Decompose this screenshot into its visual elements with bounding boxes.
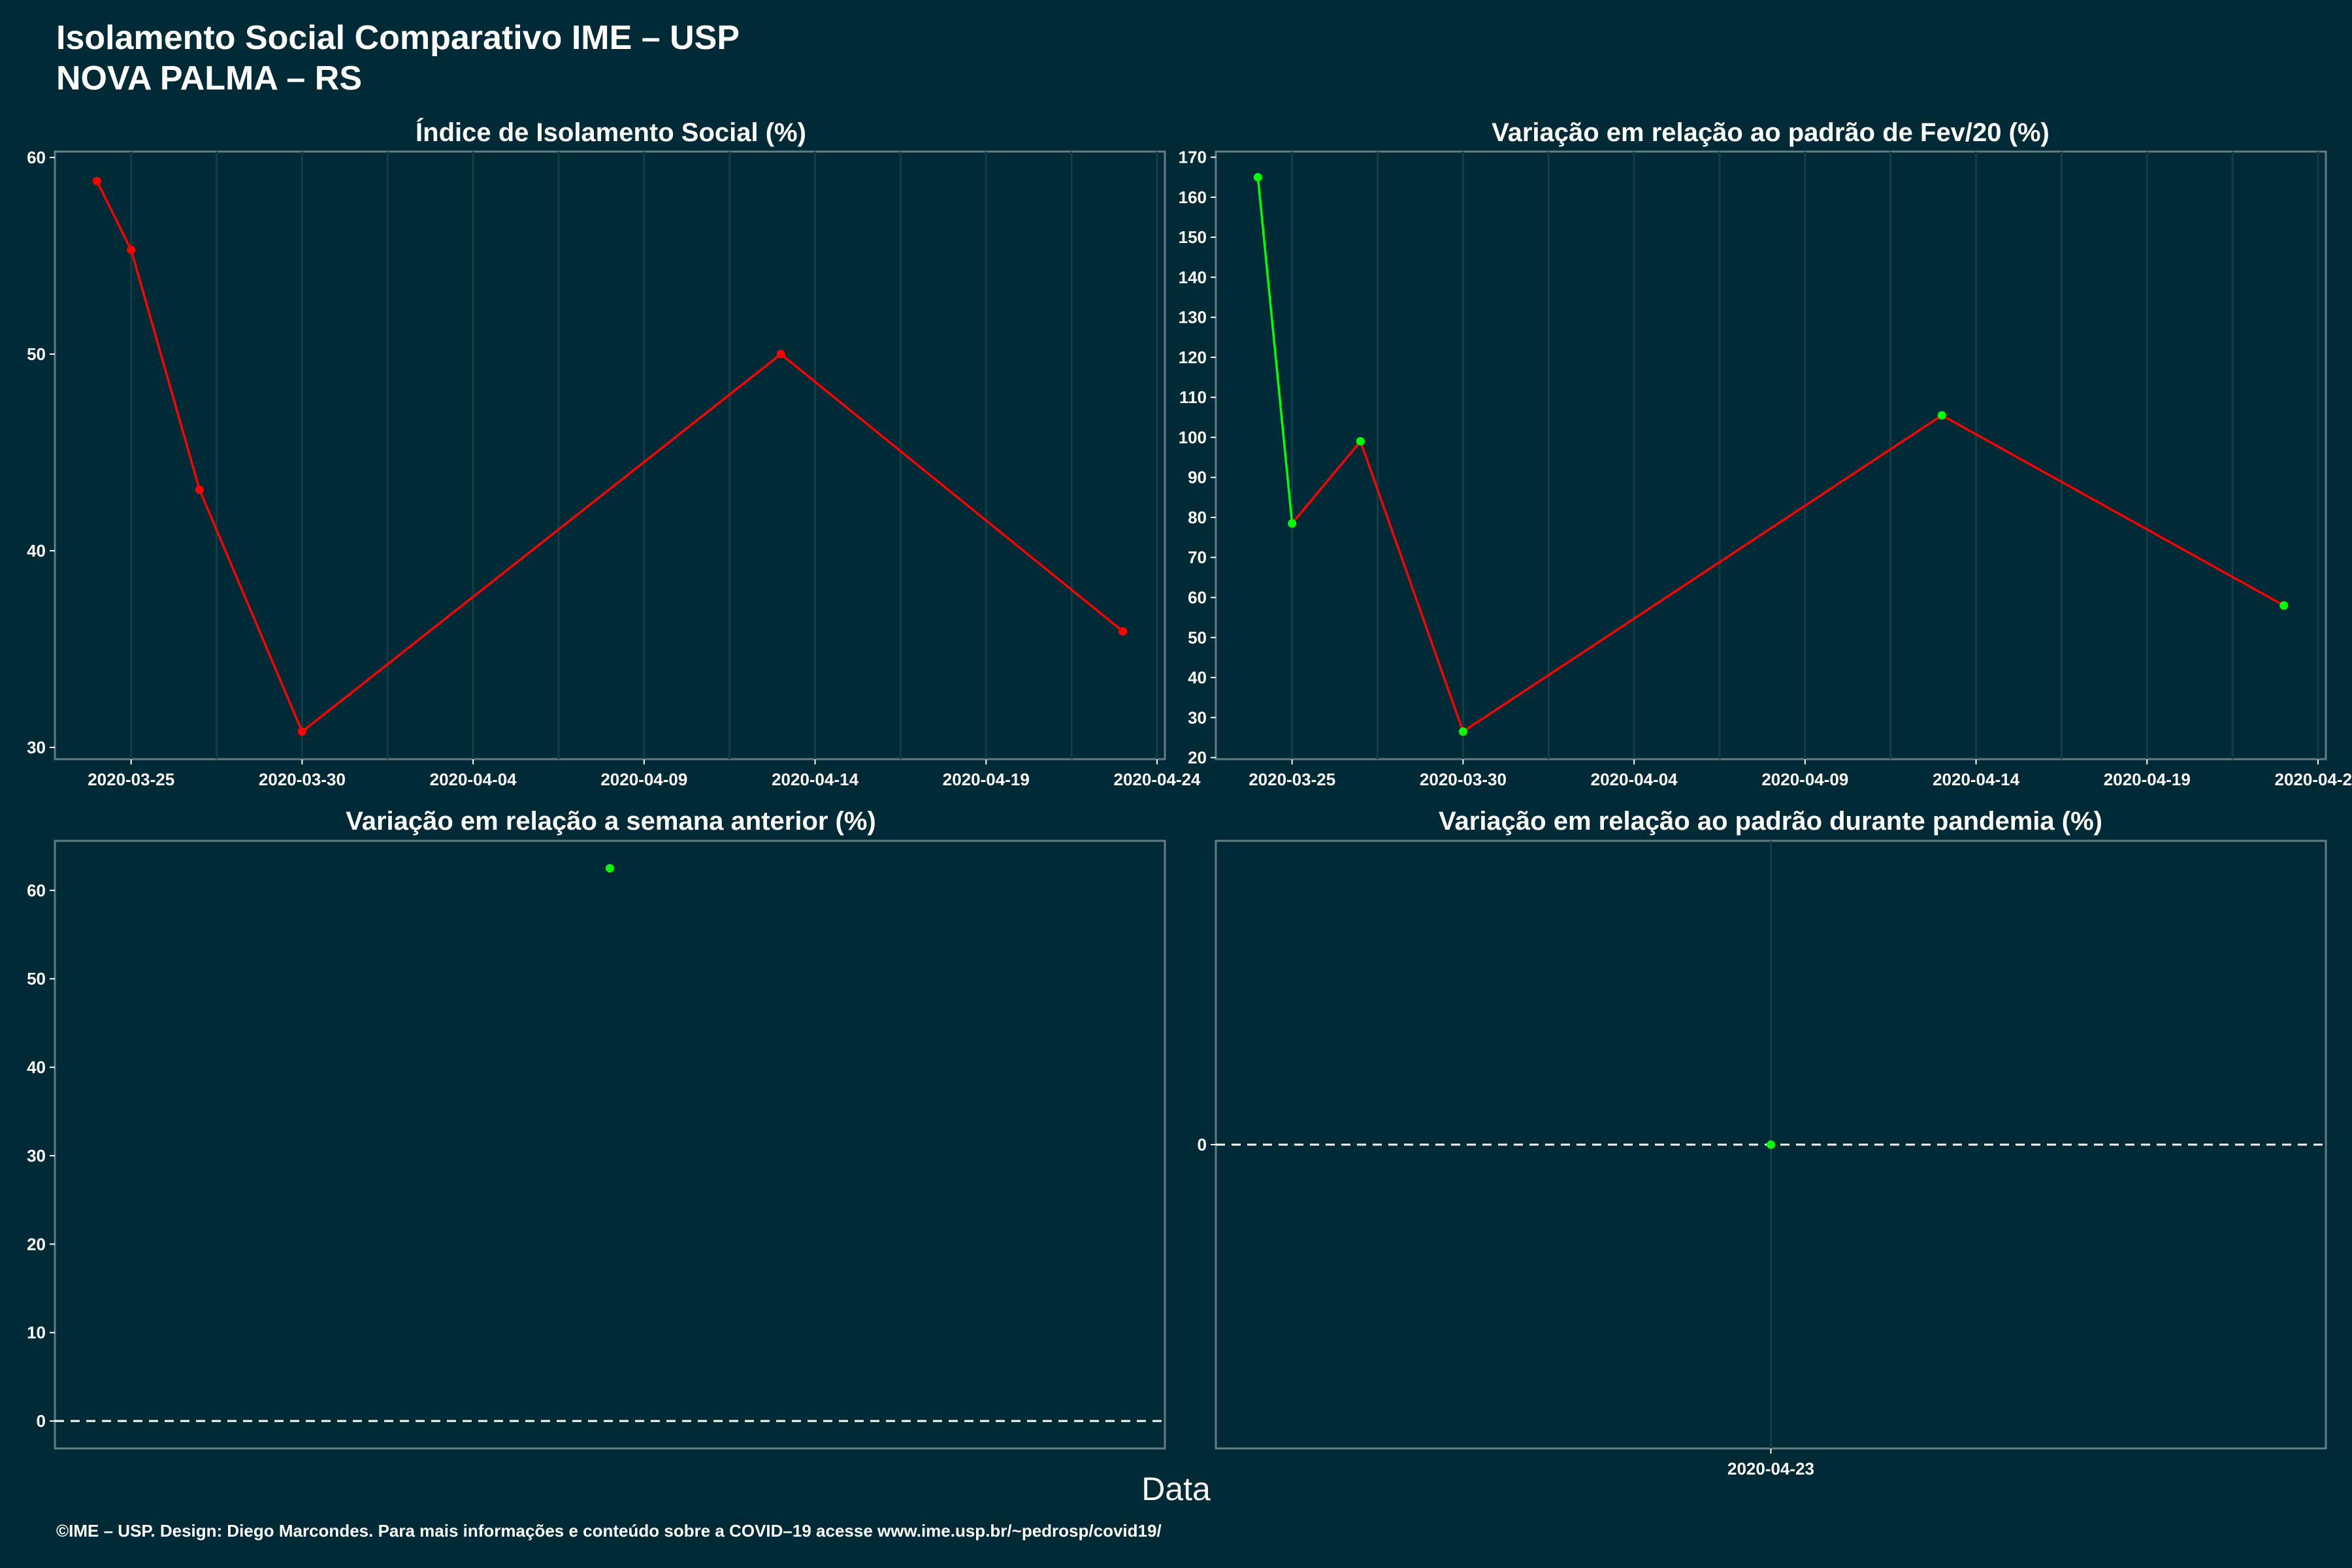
x-tick-label: 2020-04-09: [1761, 770, 1848, 789]
y-tick-label: 40: [27, 1058, 46, 1077]
x-tick-label: 2020-04-14: [1933, 770, 2020, 789]
x-tick-label: 2020-04-09: [600, 770, 687, 789]
y-tick-label: 60: [1188, 587, 1207, 607]
y-tick-label: 70: [1188, 547, 1207, 567]
y-tick-label: 30: [1188, 708, 1207, 727]
y-tick-label: 50: [27, 344, 46, 364]
main-subtitle: NOVA PALMA – RS: [56, 59, 363, 97]
x-tick-label: 2020-04-24: [2275, 770, 2352, 789]
y-tick-label: 120: [1179, 348, 1207, 367]
y-tick-label: 150: [1179, 227, 1207, 247]
x-tick-label: 2020-04-19: [2104, 770, 2191, 789]
chart-panel-3: Variação em relação a semana anterior (%…: [27, 807, 1166, 1450]
data-point: [1937, 411, 1946, 420]
series-line-segment: [1359, 440, 1465, 732]
data-point: [1458, 727, 1467, 736]
x-tick-label: 2020-04-04: [1591, 770, 1678, 789]
data-point: [92, 176, 101, 186]
x-tick-label: 2020-03-30: [1420, 770, 1507, 789]
series-line-segment: [780, 353, 1124, 632]
x-tick-label: 2020-03-30: [259, 770, 346, 789]
x-tick-label: 2020-04-24: [1114, 770, 1201, 789]
y-tick-label: 130: [1179, 308, 1207, 327]
x-tick-label: 2020-04-14: [772, 770, 859, 789]
panel-title: Variação em relação ao padrão durante pa…: [1439, 807, 2102, 836]
chart-panel-4: Variação em relação ao padrão durante pa…: [1198, 807, 2327, 1478]
data-point: [1356, 437, 1365, 446]
y-tick-label: 60: [27, 148, 46, 167]
plot-frame: [54, 150, 1166, 760]
data-point: [1119, 627, 1128, 636]
y-tick-label: 20: [27, 1234, 46, 1254]
x-axis-label: Data: [1141, 1471, 1211, 1507]
y-tick-label: 60: [27, 881, 46, 900]
y-tick-label: 10: [27, 1323, 46, 1343]
data-point: [2279, 601, 2289, 610]
y-tick-label: 80: [1188, 508, 1207, 527]
x-tick-label: 2020-04-04: [430, 770, 517, 789]
y-tick-label: 110: [1179, 387, 1207, 407]
y-tick-label: 30: [27, 738, 46, 757]
series-line-segment: [95, 180, 133, 251]
series-line-segment: [198, 489, 304, 732]
data-point: [1767, 1140, 1775, 1149]
data-point: [195, 485, 204, 495]
y-tick-label: 50: [1188, 628, 1207, 647]
x-tick-label: 2020-04-19: [943, 770, 1030, 789]
y-tick-label: 50: [27, 969, 46, 988]
plot-frame: [54, 840, 1166, 1450]
panel-title: Variação em relação a semana anterior (%…: [346, 807, 876, 836]
x-tick-label: 2020-04-23: [1727, 1459, 1814, 1478]
chart-panel-2: Variação em relação ao padrão de Fev/20 …: [1179, 118, 2352, 789]
y-tick-label: 40: [27, 541, 46, 561]
y-tick-label: 30: [27, 1146, 46, 1166]
main-title: Isolamento Social Comparativo IME – USP: [56, 19, 740, 57]
series-line-segment: [1462, 414, 1943, 733]
y-tick-label: 0: [1198, 1135, 1207, 1154]
series-line-segment: [130, 250, 201, 491]
plot-frame: [1215, 150, 2327, 760]
y-tick-label: 100: [1179, 427, 1207, 447]
data-point: [1253, 172, 1262, 182]
panel-title: Índice de Isolamento Social (%): [416, 118, 806, 147]
data-point: [127, 245, 136, 254]
y-tick-label: 170: [1179, 148, 1207, 167]
x-tick-label: 2020-03-25: [1249, 770, 1335, 789]
y-tick-label: 140: [1179, 267, 1207, 287]
series-line-segment: [301, 353, 782, 733]
y-tick-label: 40: [1188, 668, 1207, 687]
x-tick-label: 2020-03-25: [88, 770, 174, 789]
series-line-segment: [1291, 440, 1362, 525]
series-line-segment: [1256, 177, 1294, 524]
chart-panel-1: Índice de Isolamento Social (%) 2020-03-2…: [27, 118, 1201, 789]
data-point: [1288, 519, 1297, 528]
series-line-segment: [1941, 414, 2285, 607]
data-point: [606, 864, 614, 873]
data-point: [776, 350, 785, 359]
panel-title: Variação em relação ao padrão de Fev/20 …: [1492, 118, 2050, 147]
y-tick-label: 20: [1188, 748, 1207, 768]
footer-credit: ©IME – USP. Design: Diego Marcondes. Par…: [56, 1521, 1162, 1541]
data-point: [297, 727, 306, 736]
y-tick-label: 160: [1179, 188, 1207, 207]
y-tick-label: 0: [37, 1411, 46, 1431]
y-tick-label: 90: [1188, 468, 1207, 487]
